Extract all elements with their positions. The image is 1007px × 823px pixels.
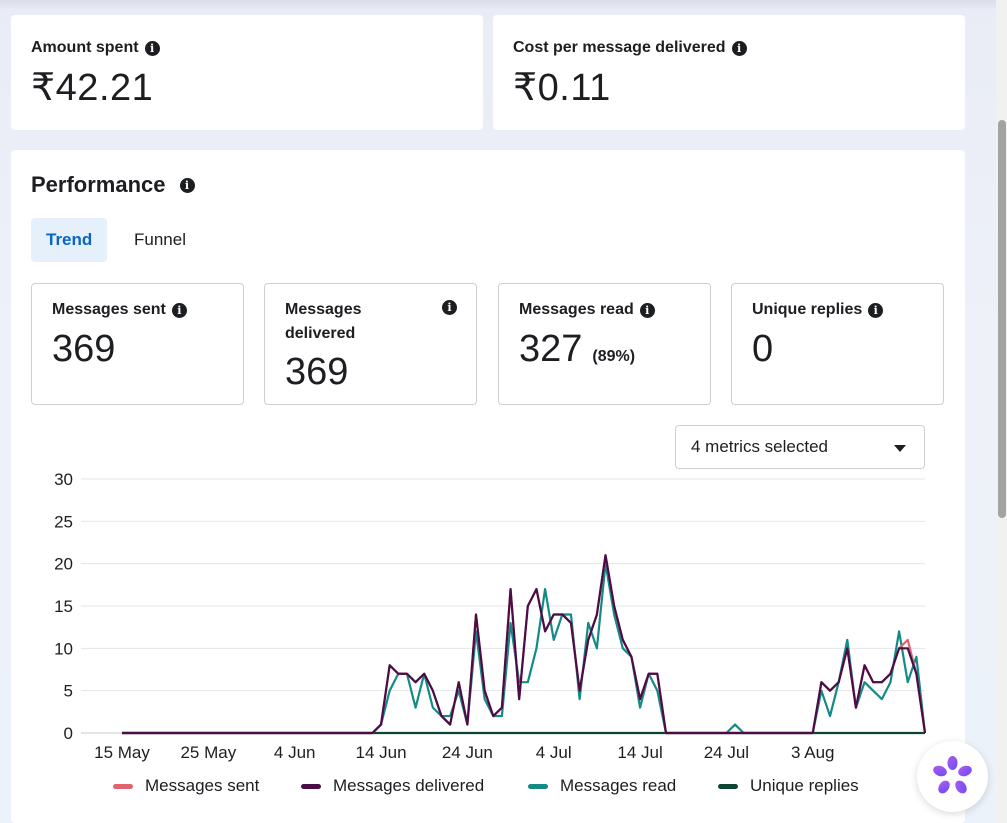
info-icon[interactable]: i	[639, 302, 655, 318]
cost-per-message-label-row: Cost per message delivered i	[513, 39, 747, 57]
y-tick-label: 10	[54, 639, 73, 658]
legend-swatch	[113, 783, 133, 789]
x-tick-label: 3 Aug	[791, 743, 835, 762]
y-tick-label: 30	[54, 470, 73, 489]
x-tick-label: 4 Jul	[536, 743, 572, 762]
y-tick-label: 15	[54, 597, 73, 616]
info-icon[interactable]: i	[442, 300, 457, 315]
series-line-messages-delivered	[122, 554, 927, 735]
metric-label-row: Messages read i	[519, 298, 655, 322]
info-icon[interactable]: i	[171, 302, 187, 318]
top-edge	[0, 0, 1007, 10]
amount-spent-card: Amount spent i ₹42.21	[11, 15, 483, 130]
cost-per-message-value: ₹0.11	[513, 67, 611, 109]
amount-spent-label: Amount spent	[31, 39, 139, 56]
metric-value: 369	[52, 328, 116, 370]
legend-swatch	[528, 783, 548, 789]
amount-spent-label-row: Amount spent i	[31, 39, 160, 57]
metric-percentage: (89%)	[592, 348, 636, 365]
info-icon[interactable]: i	[731, 40, 747, 56]
legend-item-messages-sent[interactable]: Messages sent	[113, 776, 259, 796]
assistant-flower-icon	[933, 756, 972, 794]
assistant-button[interactable]	[917, 741, 988, 812]
legend-swatch	[301, 783, 321, 789]
y-tick-label: 5	[64, 682, 73, 701]
metric-value: 327	[519, 328, 583, 370]
metric-label-row: Unique replies i	[752, 298, 884, 322]
legend-label: Messages read	[560, 776, 677, 795]
metric-card-messages-delivered[interactable]: Messages delivered i 369	[264, 283, 477, 405]
y-tick-label: 0	[64, 724, 73, 743]
cost-per-message-card: Cost per message delivered i ₹0.11	[493, 15, 965, 130]
metric-label: Messages sent	[52, 301, 166, 318]
x-tick-label: 15 May	[94, 743, 150, 762]
legend-item-messages-delivered[interactable]: Messages delivered	[301, 776, 484, 796]
metric-value-row: 327 (89%)	[519, 328, 635, 371]
info-icon[interactable]: i	[144, 40, 160, 56]
metric-label: Unique replies	[752, 301, 863, 318]
metric-label: Messages read	[519, 301, 634, 318]
metric-selector-dropdown[interactable]: 4 metrics selected	[675, 425, 925, 469]
tab-trend[interactable]: Trend	[31, 218, 108, 262]
metric-card-messages-read[interactable]: Messages read i 327 (89%)	[498, 283, 711, 405]
metric-card-unique-replies[interactable]: Unique replies i 0	[731, 283, 944, 405]
x-tick-label: 25 May	[180, 743, 236, 762]
y-tick-label: 25	[54, 512, 73, 531]
metric-label-row: Messages delivered	[285, 298, 395, 346]
legend-item-unique-replies[interactable]: Unique replies	[718, 776, 859, 796]
x-tick-label: 24 Jul	[704, 743, 749, 762]
y-tick-label: 20	[54, 555, 73, 574]
info-icon[interactable]: i	[179, 177, 195, 193]
metric-selector-label: 4 metrics selected	[691, 437, 828, 456]
x-tick-label: 14 Jun	[356, 743, 407, 762]
metric-label-row: Messages sent i	[52, 298, 187, 322]
legend-label: Messages sent	[145, 776, 260, 795]
performance-card: Performance i Trend Funnel Messages sent…	[11, 150, 965, 823]
chevron-down-icon	[894, 445, 906, 452]
x-tick-label: 24 Jun	[442, 743, 493, 762]
legend-label: Messages delivered	[333, 776, 485, 795]
legend-label: Unique replies	[750, 776, 859, 795]
x-tick-label: 14 Jul	[617, 743, 662, 762]
trend-chart: 0 5 10 15 20 25 30 15 May 25 May 4 Jun 14 Jun 24 Ju…	[54, 470, 927, 762]
info-icon[interactable]: i	[868, 302, 884, 318]
cost-per-message-label: Cost per message delivered	[513, 39, 726, 56]
metric-label: Messages delivered	[285, 301, 362, 342]
tab-funnel[interactable]: Funnel	[134, 230, 186, 249]
performance-title: Performance	[31, 172, 166, 197]
legend-item-messages-read[interactable]: Messages read	[528, 776, 676, 796]
performance-title-row: Performance i	[31, 172, 195, 198]
scrollbar[interactable]	[996, 0, 1007, 823]
metric-value: 0	[752, 328, 774, 370]
metric-value: 369	[285, 351, 349, 393]
metric-card-messages-sent[interactable]: Messages sent i 369	[31, 283, 244, 405]
scrollbar-thumb[interactable]	[998, 120, 1006, 518]
legend-swatch	[718, 783, 738, 789]
x-tick-label: 4 Jun	[274, 743, 316, 762]
amount-spent-value: ₹42.21	[31, 67, 154, 109]
